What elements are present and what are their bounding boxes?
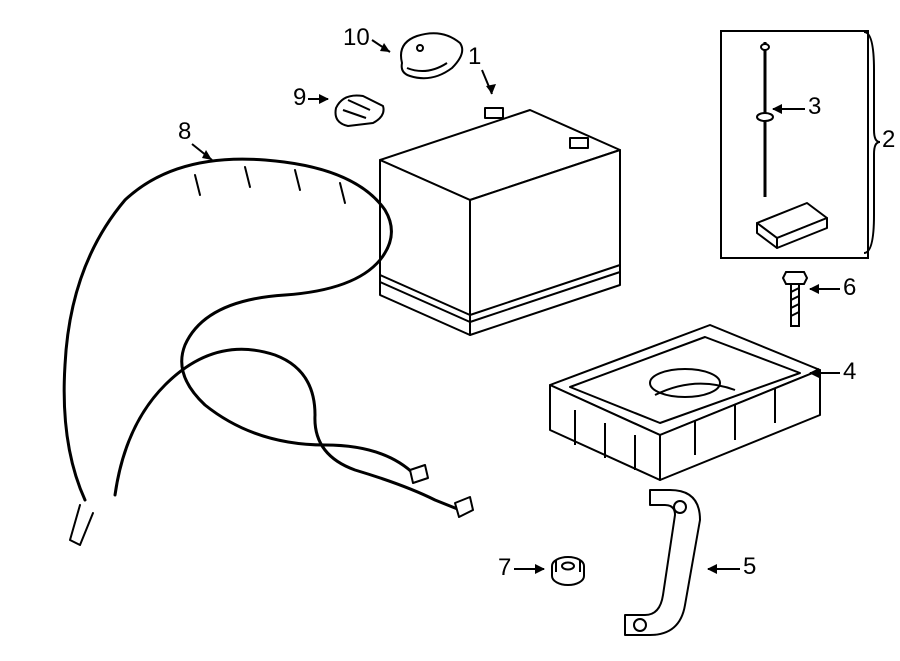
callout-10: 10 — [343, 26, 370, 50]
bolt — [782, 268, 808, 330]
arrow-10 — [370, 38, 398, 60]
callout-9: 9 — [293, 86, 306, 110]
hold-down-wedge — [752, 198, 832, 250]
callout-8: 8 — [178, 120, 191, 144]
arrow-8 — [190, 142, 220, 168]
nut — [548, 552, 588, 592]
battery-tray — [535, 315, 830, 500]
callout-6: 6 — [843, 276, 856, 300]
arrow-5 — [708, 568, 740, 570]
terminal-cover-small — [328, 88, 388, 133]
callout-3: 3 — [808, 95, 821, 119]
arrow-4 — [810, 372, 840, 374]
hold-down-bolt — [755, 42, 775, 202]
arrow-1 — [478, 68, 498, 102]
arrow-9 — [308, 98, 328, 100]
callout-4: 4 — [843, 360, 856, 384]
tray-bracket — [615, 485, 715, 645]
callout-7: 7 — [498, 556, 511, 580]
brace — [862, 30, 882, 255]
arrow-6 — [810, 288, 840, 290]
arrow-3 — [773, 108, 805, 110]
arrow-7 — [514, 568, 544, 570]
parts-diagram: 1 2 3 4 5 6 7 8 9 10 — [0, 0, 900, 661]
callout-1: 1 — [468, 45, 481, 69]
callout-2: 2 — [882, 128, 895, 152]
terminal-cover-large — [392, 28, 468, 88]
battery-cable — [55, 145, 475, 585]
callout-5: 5 — [743, 555, 756, 579]
